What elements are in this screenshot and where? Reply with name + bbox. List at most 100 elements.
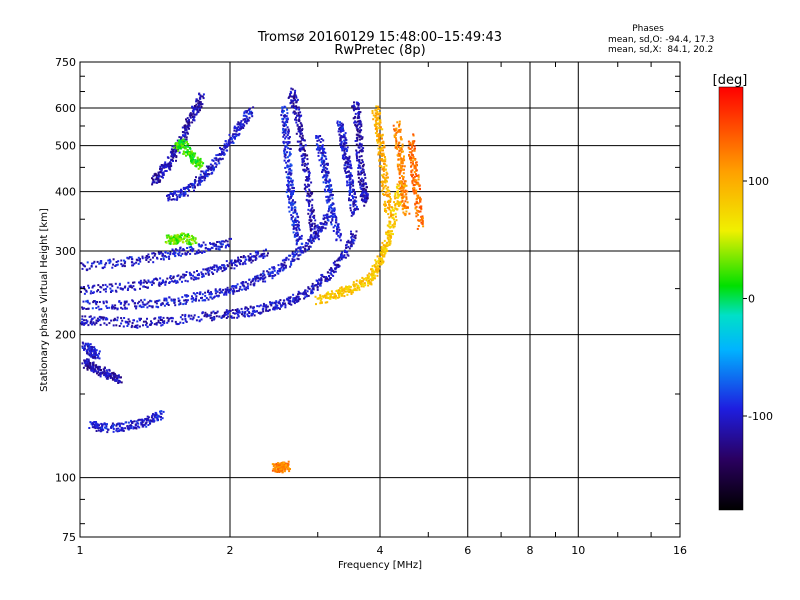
data-point <box>288 303 291 305</box>
data-point <box>289 163 292 166</box>
data-point <box>360 137 363 140</box>
data-point <box>290 177 292 180</box>
data-point <box>160 169 163 171</box>
data-point <box>106 377 109 380</box>
data-point <box>114 289 117 292</box>
data-point <box>204 311 207 314</box>
data-point <box>111 266 114 269</box>
data-point <box>111 372 113 375</box>
data-point <box>290 218 293 221</box>
data-point <box>91 346 94 349</box>
data-point <box>365 279 368 282</box>
data-point <box>413 171 416 174</box>
data-point <box>254 259 257 261</box>
data-point <box>267 271 270 274</box>
data-point <box>247 119 250 122</box>
data-point <box>338 259 341 262</box>
data-point <box>323 174 326 177</box>
data-point <box>389 230 392 233</box>
data-point <box>411 180 414 183</box>
data-point <box>281 111 284 114</box>
data-point <box>343 149 346 152</box>
data-point <box>98 426 100 429</box>
data-point <box>159 166 162 169</box>
data-point <box>213 266 216 269</box>
data-point <box>307 193 310 196</box>
data-point <box>127 421 130 424</box>
data-point <box>103 374 106 377</box>
data-point <box>317 154 320 157</box>
data-point <box>283 261 286 264</box>
data-point <box>366 274 369 277</box>
data-point <box>195 99 198 102</box>
data-point <box>341 135 344 138</box>
data-point <box>99 291 102 293</box>
data-point <box>169 251 172 254</box>
data-point <box>405 210 408 213</box>
data-point <box>92 369 95 372</box>
data-point <box>134 324 137 327</box>
data-point <box>111 285 114 288</box>
data-point <box>353 285 356 287</box>
data-point <box>180 141 183 144</box>
data-point <box>274 466 277 469</box>
data-point <box>385 243 388 246</box>
data-point <box>170 148 173 151</box>
data-point <box>215 243 217 246</box>
data-point <box>182 303 185 306</box>
data-point <box>187 233 190 236</box>
data-point <box>393 195 396 198</box>
data-point <box>333 293 336 296</box>
data-point <box>291 88 294 91</box>
data-point <box>355 283 358 286</box>
data-point <box>414 158 417 161</box>
data-point <box>415 175 418 177</box>
data-point <box>359 119 362 122</box>
data-point <box>186 299 189 302</box>
data-point <box>361 165 364 168</box>
data-point <box>339 239 342 242</box>
data-point <box>132 426 135 429</box>
data-point <box>335 221 338 224</box>
data-point <box>117 423 120 425</box>
data-point <box>299 247 302 250</box>
data-point <box>166 194 168 197</box>
data-point <box>164 283 167 286</box>
data-point <box>111 422 114 425</box>
data-point <box>105 305 108 308</box>
data-point <box>286 121 289 124</box>
data-point <box>222 240 225 243</box>
data-point <box>162 166 165 169</box>
data-point <box>228 310 231 313</box>
data-point <box>373 123 376 126</box>
data-point <box>288 190 291 193</box>
data-point <box>108 306 111 309</box>
data-point <box>341 126 344 129</box>
data-point <box>137 256 140 259</box>
data-point <box>173 298 176 301</box>
data-point <box>279 268 282 270</box>
data-point <box>312 287 315 290</box>
data-point <box>257 311 260 314</box>
data-point <box>328 181 330 184</box>
data-point <box>298 135 301 138</box>
data-point <box>155 277 157 280</box>
data-point <box>398 187 401 190</box>
data-point <box>166 165 169 168</box>
data-point <box>194 252 197 255</box>
data-point <box>337 124 340 127</box>
data-point <box>260 253 263 256</box>
data-point <box>215 163 218 166</box>
data-point <box>378 107 381 110</box>
data-point <box>308 175 310 177</box>
data-point <box>418 206 421 209</box>
data-point <box>191 153 194 156</box>
data-point <box>205 173 208 176</box>
data-point <box>187 123 190 126</box>
data-point <box>166 277 169 280</box>
data-point <box>391 224 394 227</box>
data-point <box>220 317 223 319</box>
data-point <box>121 265 124 268</box>
data-point <box>297 106 300 109</box>
data-point <box>361 183 364 186</box>
